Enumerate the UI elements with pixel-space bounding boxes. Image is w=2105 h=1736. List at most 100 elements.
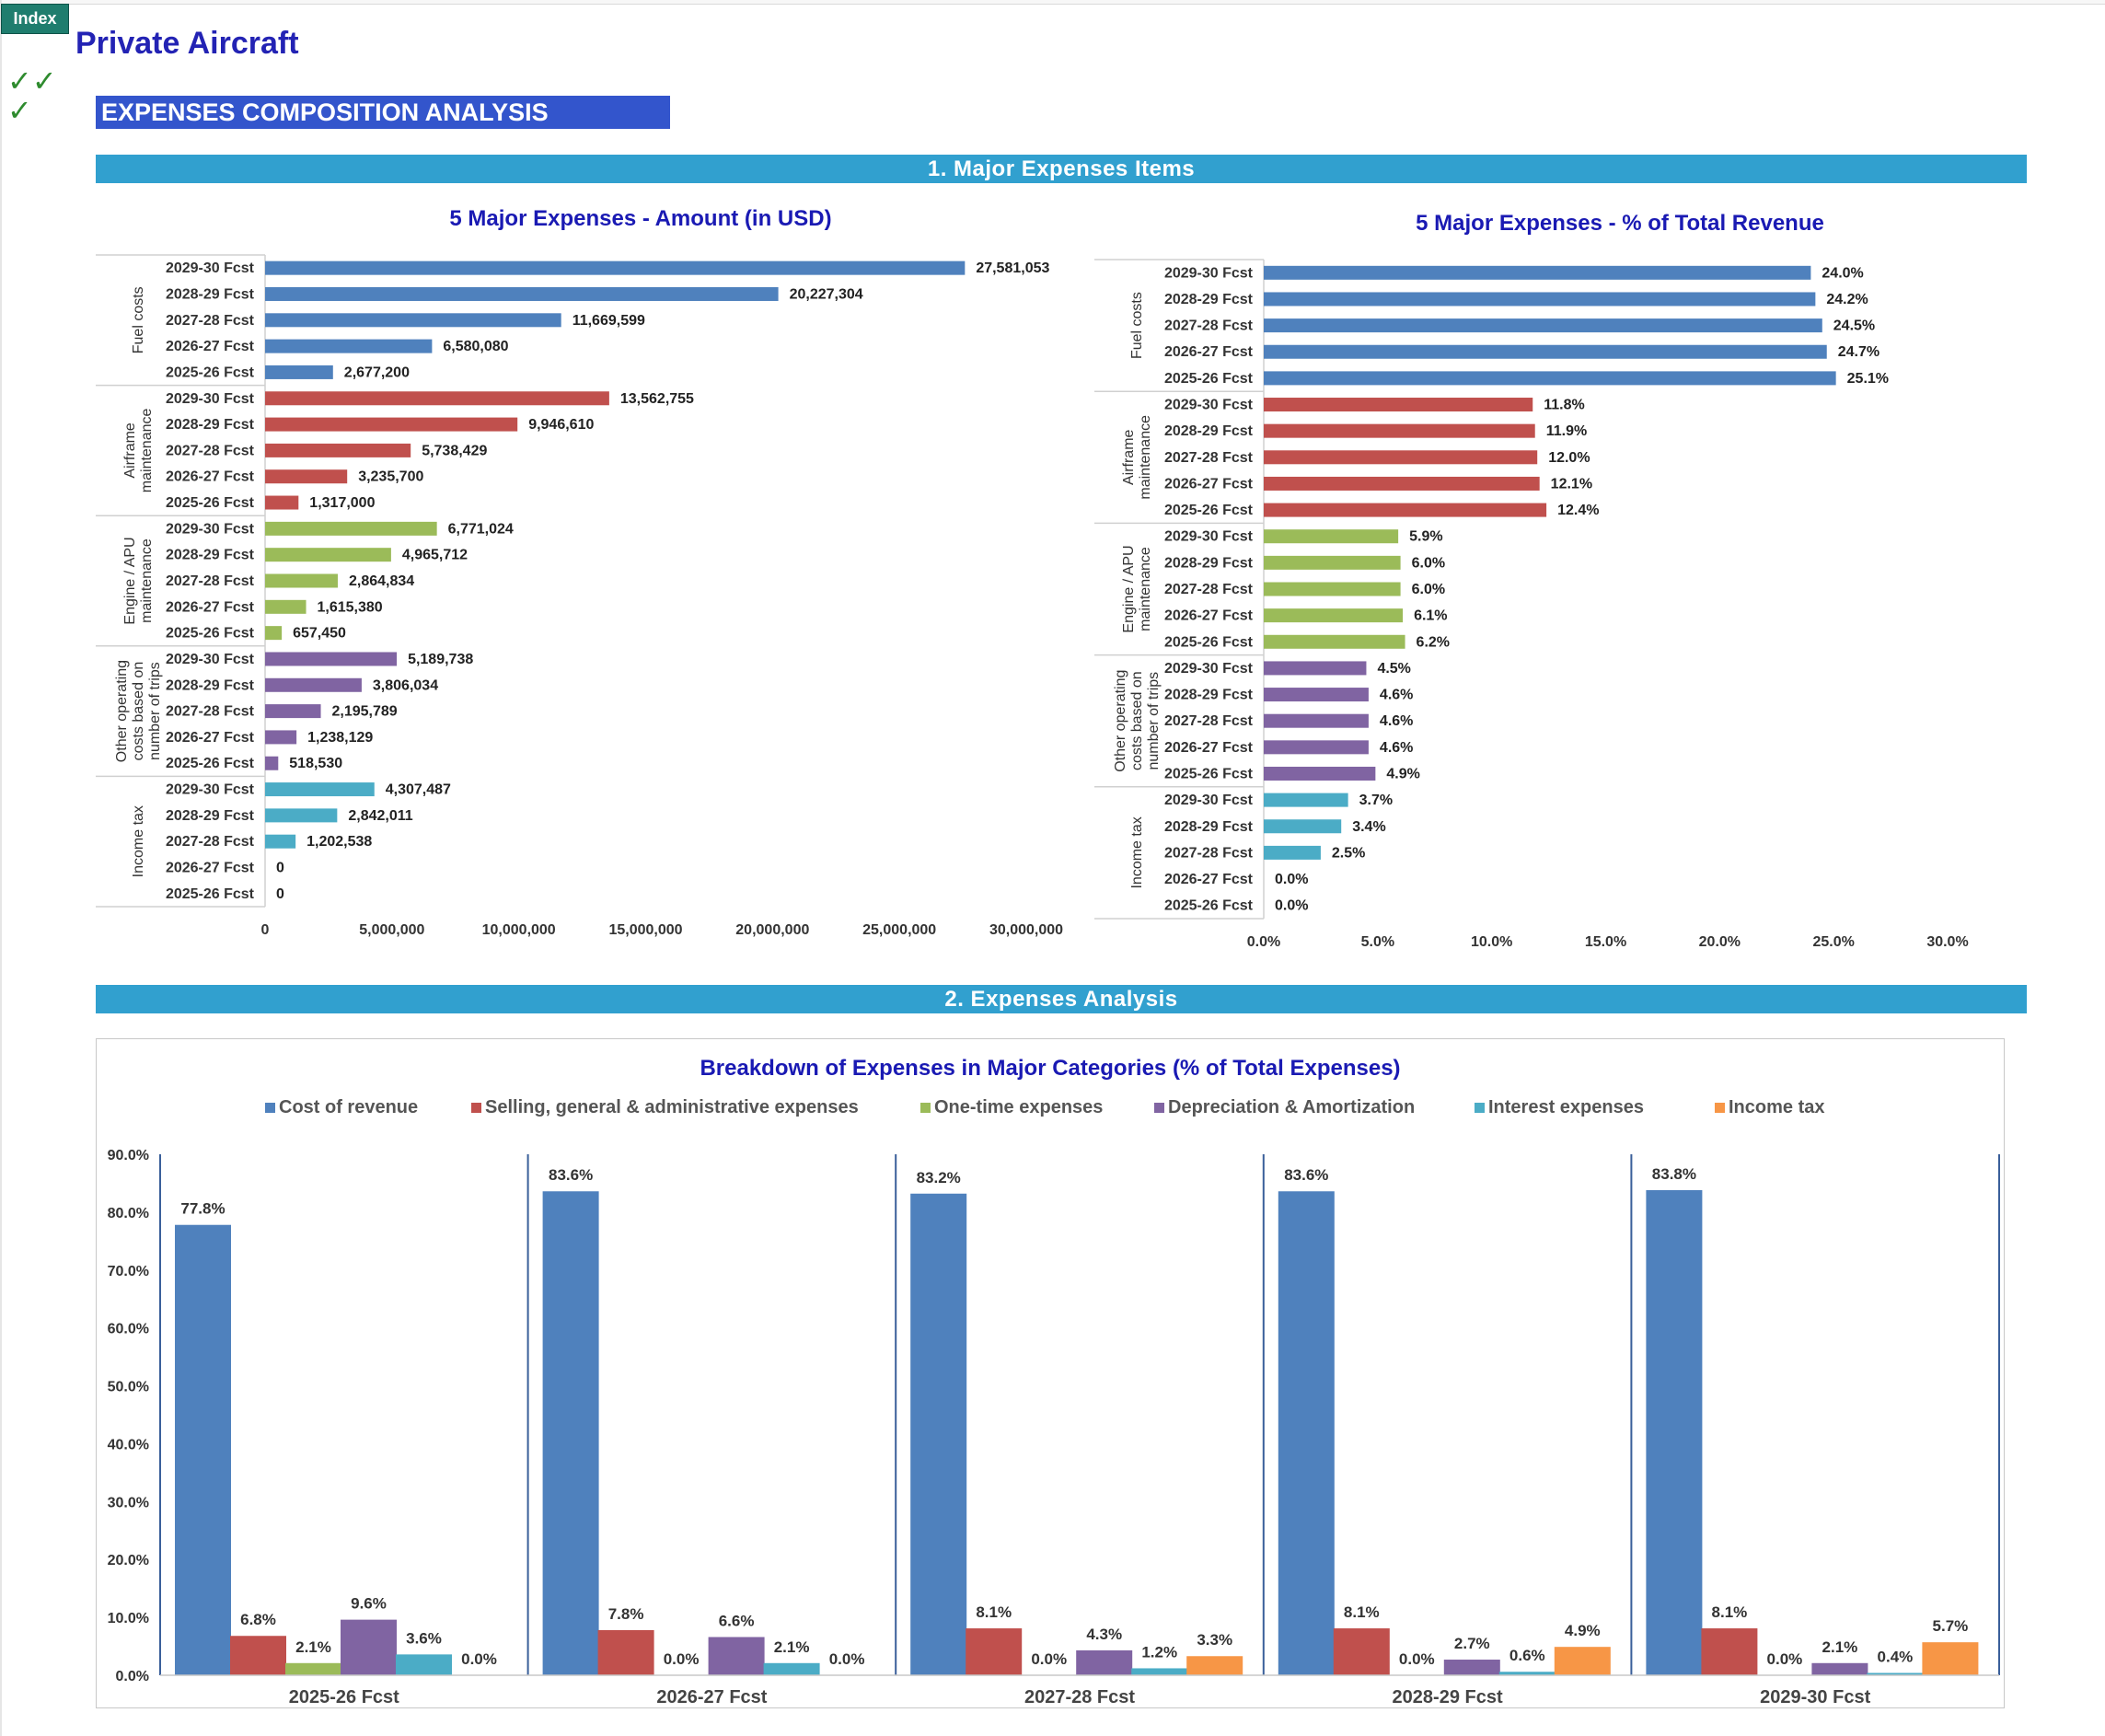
bar-airframe-maintenance [1264,450,1538,465]
row-label: 2025-26 Fcst [1164,371,1254,387]
data-label: 3,806,034 [373,677,438,693]
group-label-fuel-costs: Fuel costs [1129,292,1145,359]
row-label: 2029-30 Fcst [1164,529,1254,545]
bar-other-operating-costs-based-on-number-of-trips [265,677,362,692]
bar-airframe-maintenance [1264,398,1533,412]
bar-other-operating-costs-based-on-number-of-trips [1264,766,1376,781]
data-label: 1,238,129 [307,730,373,746]
index-button[interactable]: Index [1,4,69,34]
sheet-row-header-strip [0,0,2,1736]
row-label: 2028-29 Fcst [1164,423,1254,439]
data-label: 5.9% [1409,529,1442,545]
category-label: 2026-27 Fcst [656,1687,767,1707]
data-label: 6.0% [1412,582,1445,597]
row-label: 2026-27 Fcst [1164,740,1254,756]
x-tick-label: 0 [261,922,270,938]
data-label: 6.6% [719,1612,755,1629]
data-label: 20,227,304 [790,286,863,302]
bar-depreciation-amortization [1811,1662,1868,1675]
data-label: 3.4% [1352,819,1385,835]
row-label: 2029-30 Fcst [166,782,255,798]
bar-selling-general-administrative-expenses [1701,1628,1758,1675]
data-label: 3.6% [406,1629,442,1647]
bar-fuel-costs [1264,344,1827,359]
bar-cost-of-revenue [542,1191,599,1675]
sheet-column-header-strip [0,0,2105,5]
data-label: 9,946,610 [528,417,594,433]
data-label: 6,580,080 [443,339,508,354]
data-label: 3.7% [1359,793,1393,808]
bar-airframe-maintenance [1264,503,1547,517]
bar-depreciation-amortization [341,1619,397,1675]
bar-airframe-maintenance [265,391,609,406]
data-label: 518,530 [289,756,342,771]
data-label: 1,202,538 [306,834,372,850]
y-tick-label: 30.0% [108,1495,149,1510]
data-label: 25.1% [1847,371,1889,387]
row-label: 2026-27 Fcst [166,469,255,485]
data-label: 0.0% [829,1650,865,1668]
bar-other-operating-costs-based-on-number-of-trips [265,756,279,770]
data-label: 27,581,053 [976,260,1049,276]
bar-fuel-costs [265,313,561,328]
data-label: 2,864,834 [349,573,414,589]
data-label: 0 [276,886,284,902]
bar-other-operating-costs-based-on-number-of-trips [1264,740,1369,755]
bar-fuel-costs [1264,371,1836,386]
bar-income-tax [265,782,375,797]
data-label: 4.6% [1380,740,1413,756]
bar-engine-apu-maintenance [265,521,437,536]
legend-swatch-cost-of-revenue [265,1103,275,1113]
band-expenses-analysis: 2. Expenses Analysis [96,985,2027,1013]
data-label: 2.1% [295,1638,331,1656]
bar-airframe-maintenance [1264,423,1535,438]
group-label-other-operating-costs-based-on-number-of-trips: Other operatingcosts based onnumber of t… [114,660,163,762]
row-label: 2029-30 Fcst [166,652,255,667]
x-tick-label: 5,000,000 [359,922,424,938]
x-tick-label: 10,000,000 [482,922,556,938]
data-label: 1.2% [1141,1643,1177,1661]
data-label: 11.8% [1544,398,1584,413]
x-tick-label: 20,000,000 [735,922,809,938]
bar-fuel-costs [1264,292,1816,307]
group-label-engine-apu-maintenance: Engine / APUmaintenance [122,537,155,624]
bar-income-tax [1264,793,1348,807]
data-label: 4.6% [1380,688,1413,703]
row-label: 2026-27 Fcst [1164,608,1254,624]
bar-fuel-costs [265,260,966,275]
row-label: 2029-30 Fcst [1164,661,1254,677]
bar-engine-apu-maintenance [265,599,306,614]
x-tick-label: 15,000,000 [608,922,682,938]
row-label: 2029-30 Fcst [166,521,255,537]
data-label: 8.1% [1712,1603,1748,1621]
data-label: 0.0% [1275,872,1308,887]
legend-label-cost-of-revenue: Cost of revenue [279,1097,418,1117]
data-label: 3,235,700 [358,469,423,485]
data-label: 83.6% [549,1166,593,1184]
row-label: 2027-28 Fcst [1164,713,1254,729]
bar-engine-apu-maintenance [1264,555,1401,570]
data-label: 6.1% [1414,608,1447,624]
chart-title: Breakdown of Expenses in Major Categorie… [700,1056,1400,1081]
group-label-airframe-maintenance: Airframemaintenance [122,408,155,492]
bar-other-operating-costs-based-on-number-of-trips [1264,661,1367,676]
data-label: 83.2% [917,1169,961,1186]
bar-income-tax [1554,1647,1611,1675]
data-label: 12.0% [1548,450,1590,466]
row-label: 2028-29 Fcst [166,677,255,693]
data-label: 4.6% [1380,713,1413,729]
data-label: 2.1% [1822,1638,1858,1656]
row-label: 2027-28 Fcst [1164,582,1254,597]
bar-fuel-costs [1264,265,1811,280]
x-tick-label: 25.0% [1812,934,1854,948]
row-label: 2025-26 Fcst [166,886,255,902]
bar-engine-apu-maintenance [1264,582,1401,596]
data-label: 6.2% [1417,634,1450,650]
bar-depreciation-amortization [708,1637,765,1675]
data-label: 11.9% [1546,423,1587,439]
row-label: 2026-27 Fcst [166,730,255,746]
data-label: 2,677,200 [344,365,410,380]
data-label: 11,669,599 [573,313,645,329]
bar-interest-expenses [1498,1672,1556,1675]
data-label: 0.0% [1767,1650,1803,1668]
